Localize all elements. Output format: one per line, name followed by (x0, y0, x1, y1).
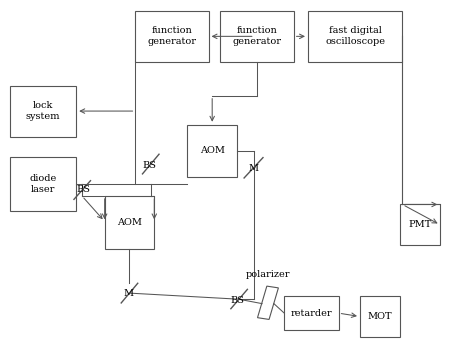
Text: polarizer: polarizer (246, 270, 290, 279)
Bar (360, 296, 400, 337)
Bar (257, 286, 278, 320)
Bar (10, 86, 76, 136)
Text: function
generator: function generator (233, 26, 282, 46)
Bar (187, 125, 237, 177)
Text: MOT: MOT (368, 312, 392, 321)
Text: AOM: AOM (117, 218, 142, 227)
Bar (308, 11, 402, 62)
Text: fast digital
oscilloscope: fast digital oscilloscope (325, 26, 385, 46)
Text: retarder: retarder (291, 309, 332, 317)
Text: BS: BS (230, 296, 244, 305)
Text: M: M (248, 164, 259, 173)
Text: PMT: PMT (409, 220, 432, 229)
Text: lock
system: lock system (26, 101, 61, 121)
Text: BS: BS (143, 161, 156, 170)
Bar (10, 157, 76, 211)
Bar (136, 11, 209, 62)
Bar (105, 196, 155, 249)
Text: AOM: AOM (200, 147, 225, 155)
Bar (220, 11, 294, 62)
Text: M: M (123, 289, 133, 298)
Bar (284, 296, 338, 330)
Text: diode
laser: diode laser (29, 174, 57, 194)
Text: function
generator: function generator (147, 26, 197, 46)
Bar (400, 205, 440, 245)
Text: BS: BS (76, 185, 91, 194)
